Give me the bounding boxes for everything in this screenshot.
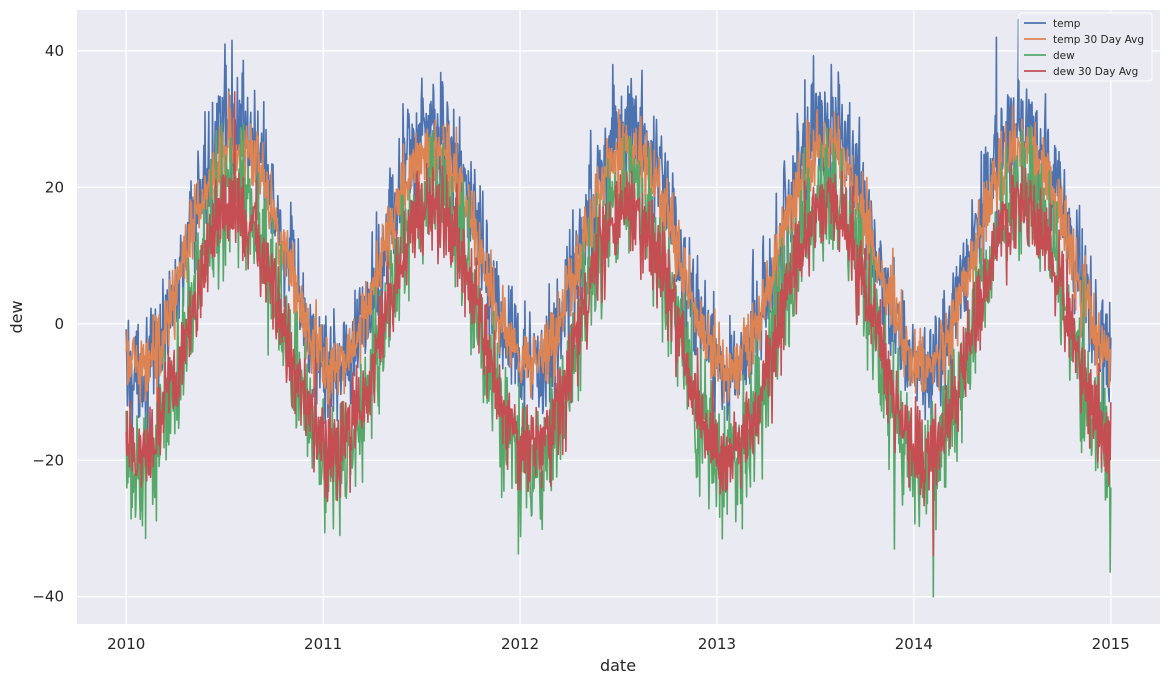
x-tick-label: 2014 [895,635,933,653]
y-tick-label: −20 [32,451,64,469]
y-tick-label: 0 [54,315,64,333]
y-tick-label: 20 [45,178,64,196]
x-tick-label: 2012 [501,635,539,653]
y-tick-label: 40 [45,42,64,60]
x-tick-label: 2011 [304,635,342,653]
x-tick-label: 2013 [698,635,736,653]
y-axis-label: dew [7,300,26,333]
legend-label-dew: dew [1053,50,1075,62]
tick-labels: 2010 2011 2012 2013 2014 2015 40 20 0 −20 −40 [32,42,1130,653]
legend-label-temp-avg: temp 30 Day Avg [1053,34,1144,46]
series-line-dew-30-day-avg [125,91,1112,557]
legend-label-dew-avg: dew 30 Day Avg [1053,66,1138,78]
legend-label-temp: temp [1053,18,1081,30]
x-axis-label: date [600,656,636,675]
y-tick-label: −40 [32,588,64,606]
x-tick-label: 2015 [1092,635,1130,653]
series-line-temp-30-day-avg [125,91,1112,419]
legend-box [1018,12,1153,82]
legend: temp temp 30 Day Avg dew dew 30 Day Avg [1018,12,1153,82]
series-group [125,18,1112,598]
x-tick-label: 2010 [107,635,145,653]
